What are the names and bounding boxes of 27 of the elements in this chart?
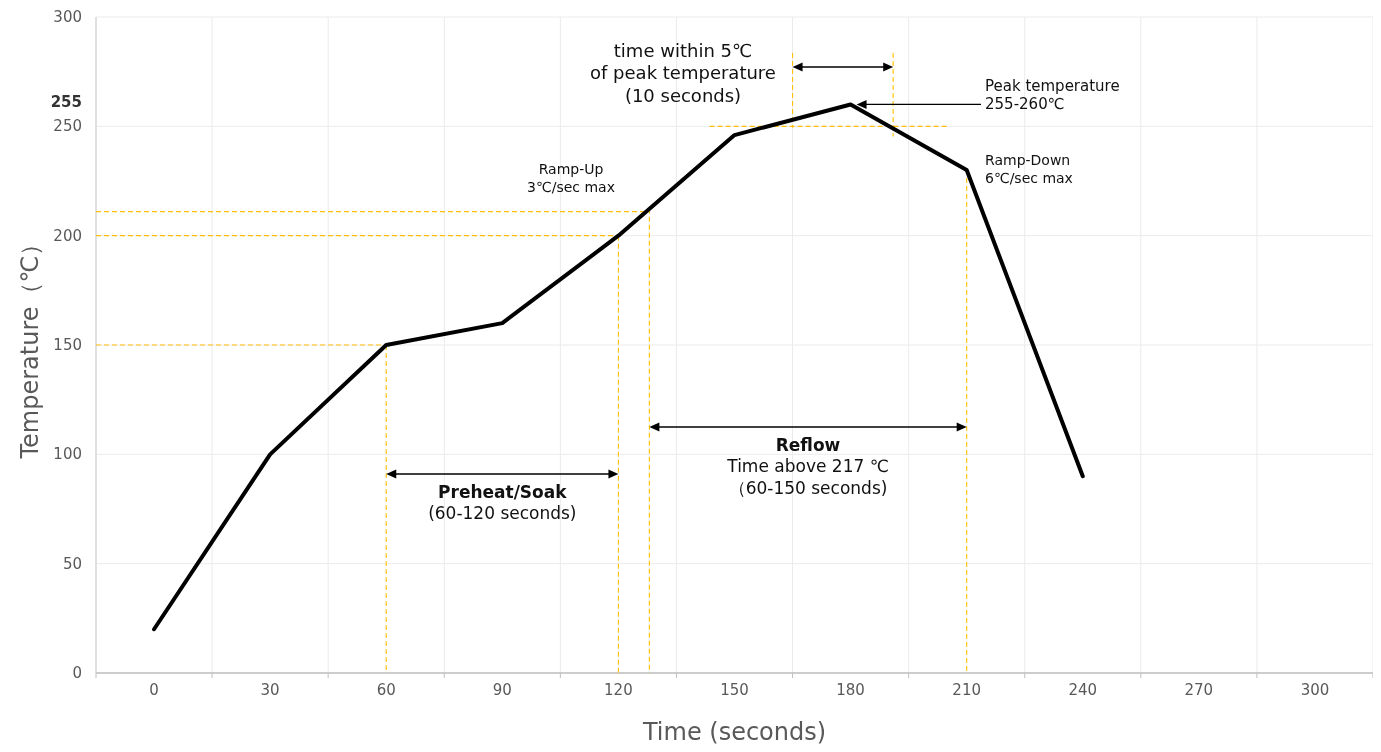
annotation: Preheat/Soak (60-120 seconds): [428, 482, 577, 524]
annotation: Ramp-Up 3℃/sec max: [527, 161, 615, 195]
y-tick-label: 300: [53, 8, 82, 26]
y-tick-label: 50: [62, 554, 82, 573]
annotation: Reflow Time above 217 ℃ （60-150 seconds): [726, 435, 889, 498]
y-tick-label: 100: [53, 445, 82, 464]
x-tick-label: 180: [836, 681, 865, 699]
x-tick-label: 150: [720, 681, 749, 699]
y-axis-title: Temperature（℃）: [16, 231, 44, 460]
x-tick-label: 270: [1184, 681, 1214, 699]
y-tick-label: 150: [53, 336, 82, 354]
annotation: Peak temperature 255-260℃: [985, 76, 1120, 114]
x-tick-label: 30: [260, 681, 280, 699]
x-tick-label: 60: [376, 681, 396, 699]
x-tick-label: 120: [604, 681, 633, 699]
text: 255: [50, 93, 82, 112]
x-tick-label: 240: [1068, 681, 1098, 699]
annotation: Ramp-Down 6℃/sec max: [985, 152, 1073, 186]
annotation: time within 5℃ of peak temperature (10 seconds): [590, 39, 776, 105]
x-axis-title: Time (seconds): [641, 718, 827, 746]
x-tick-label: 90: [492, 681, 512, 699]
x-tick-label: 0: [149, 681, 159, 699]
x-tick-label: 300: [1300, 681, 1330, 699]
x-tick-label: 210: [952, 681, 981, 699]
y-tick-label: 200: [53, 226, 82, 245]
y-tick-label: 250: [53, 117, 82, 136]
y-tick-label: 0: [72, 664, 82, 682]
